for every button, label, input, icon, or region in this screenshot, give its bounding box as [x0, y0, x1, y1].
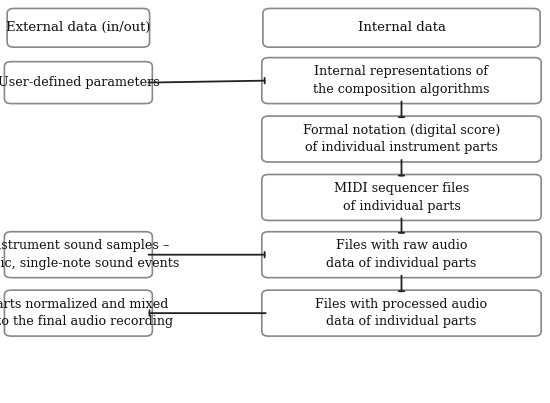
Text: Internal representations of
the composition algorithms: Internal representations of the composit… — [314, 65, 490, 96]
FancyBboxPatch shape — [262, 232, 541, 278]
FancyBboxPatch shape — [262, 174, 541, 220]
Text: Instrument sound samples –
basic, single-note sound events: Instrument sound samples – basic, single… — [0, 239, 179, 270]
Text: Files with raw audio
data of individual parts: Files with raw audio data of individual … — [326, 239, 477, 270]
FancyBboxPatch shape — [262, 290, 541, 336]
Text: MIDI sequencer files
of individual parts: MIDI sequencer files of individual parts — [334, 182, 469, 213]
Text: External data (in/out): External data (in/out) — [6, 21, 151, 34]
FancyBboxPatch shape — [4, 290, 152, 336]
FancyBboxPatch shape — [263, 8, 540, 47]
Text: Formal notation (digital score)
of individual instrument parts: Formal notation (digital score) of indiv… — [303, 124, 500, 154]
FancyBboxPatch shape — [262, 58, 541, 104]
Text: Parts normalized and mixed
into the final audio recording: Parts normalized and mixed into the fina… — [0, 298, 173, 328]
FancyBboxPatch shape — [4, 62, 152, 104]
Text: User-defined parameters: User-defined parameters — [0, 76, 160, 89]
FancyBboxPatch shape — [4, 232, 152, 278]
Text: Internal data: Internal data — [358, 21, 446, 34]
FancyBboxPatch shape — [7, 8, 150, 47]
Text: Files with processed audio
data of individual parts: Files with processed audio data of indiv… — [316, 298, 487, 328]
FancyBboxPatch shape — [262, 116, 541, 162]
